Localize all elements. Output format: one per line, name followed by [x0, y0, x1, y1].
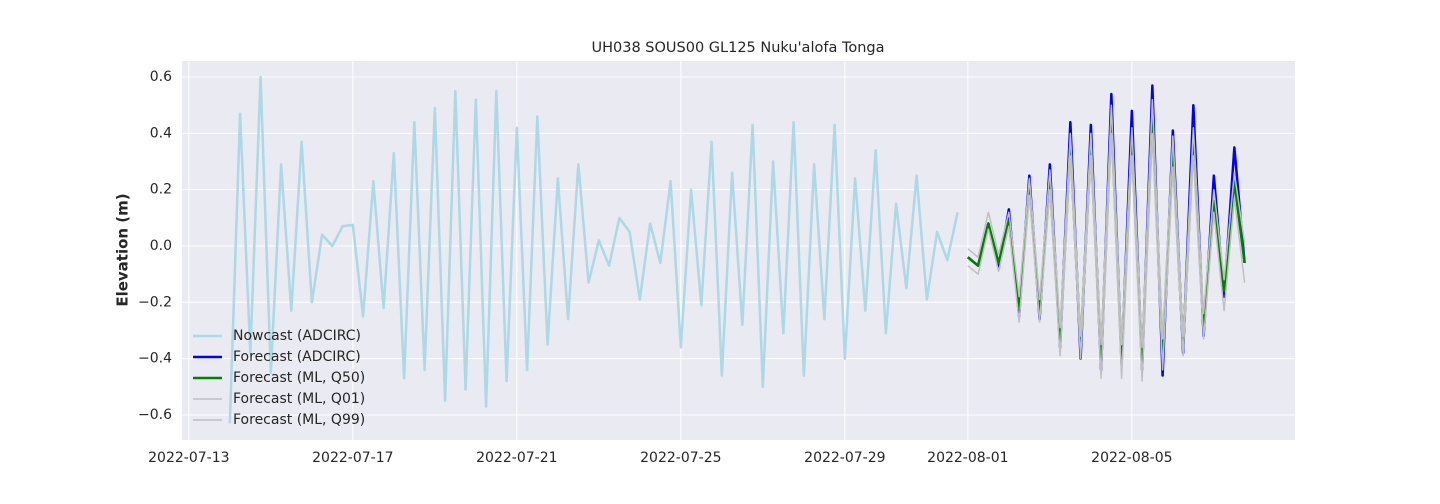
x-tick-label: 2022-07-29	[804, 450, 885, 466]
series-line	[228, 75, 959, 424]
legend-label: Forecast (ML, Q50)	[233, 370, 365, 386]
x-tick-label: 2022-07-17	[312, 450, 393, 466]
y-tick-label: 0.6	[150, 69, 172, 85]
y-tick-label: −0.4	[138, 351, 172, 367]
y-tick-label: 0.4	[150, 125, 172, 141]
legend-label: Nowcast (ADCIRC)	[233, 328, 361, 344]
legend-label: Forecast (ADCIRC)	[233, 349, 361, 365]
y-axis-label: Elevation (m)	[114, 193, 132, 306]
x-tick-label: 2022-08-01	[927, 450, 1008, 466]
y-tick-label: −0.2	[138, 294, 172, 310]
y-tick-label: −0.6	[138, 407, 172, 423]
x-tick-label: 2022-07-25	[640, 450, 721, 466]
x-tick-label: 2022-07-13	[148, 450, 229, 466]
series-line	[967, 98, 1246, 349]
x-tick-label: 2022-08-05	[1091, 450, 1172, 466]
series-line	[967, 132, 1246, 382]
chart-title: UH038 SOUS00 GL125 Nuku'alofa Tonga	[592, 40, 885, 56]
y-tick-label: 0.0	[150, 238, 172, 254]
legend-label: Forecast (ML, Q01)	[233, 391, 365, 407]
x-tick-label: 2022-07-21	[476, 450, 557, 466]
y-tick-label: 0.2	[150, 182, 172, 198]
legend-label: Forecast (ML, Q99)	[233, 412, 365, 428]
